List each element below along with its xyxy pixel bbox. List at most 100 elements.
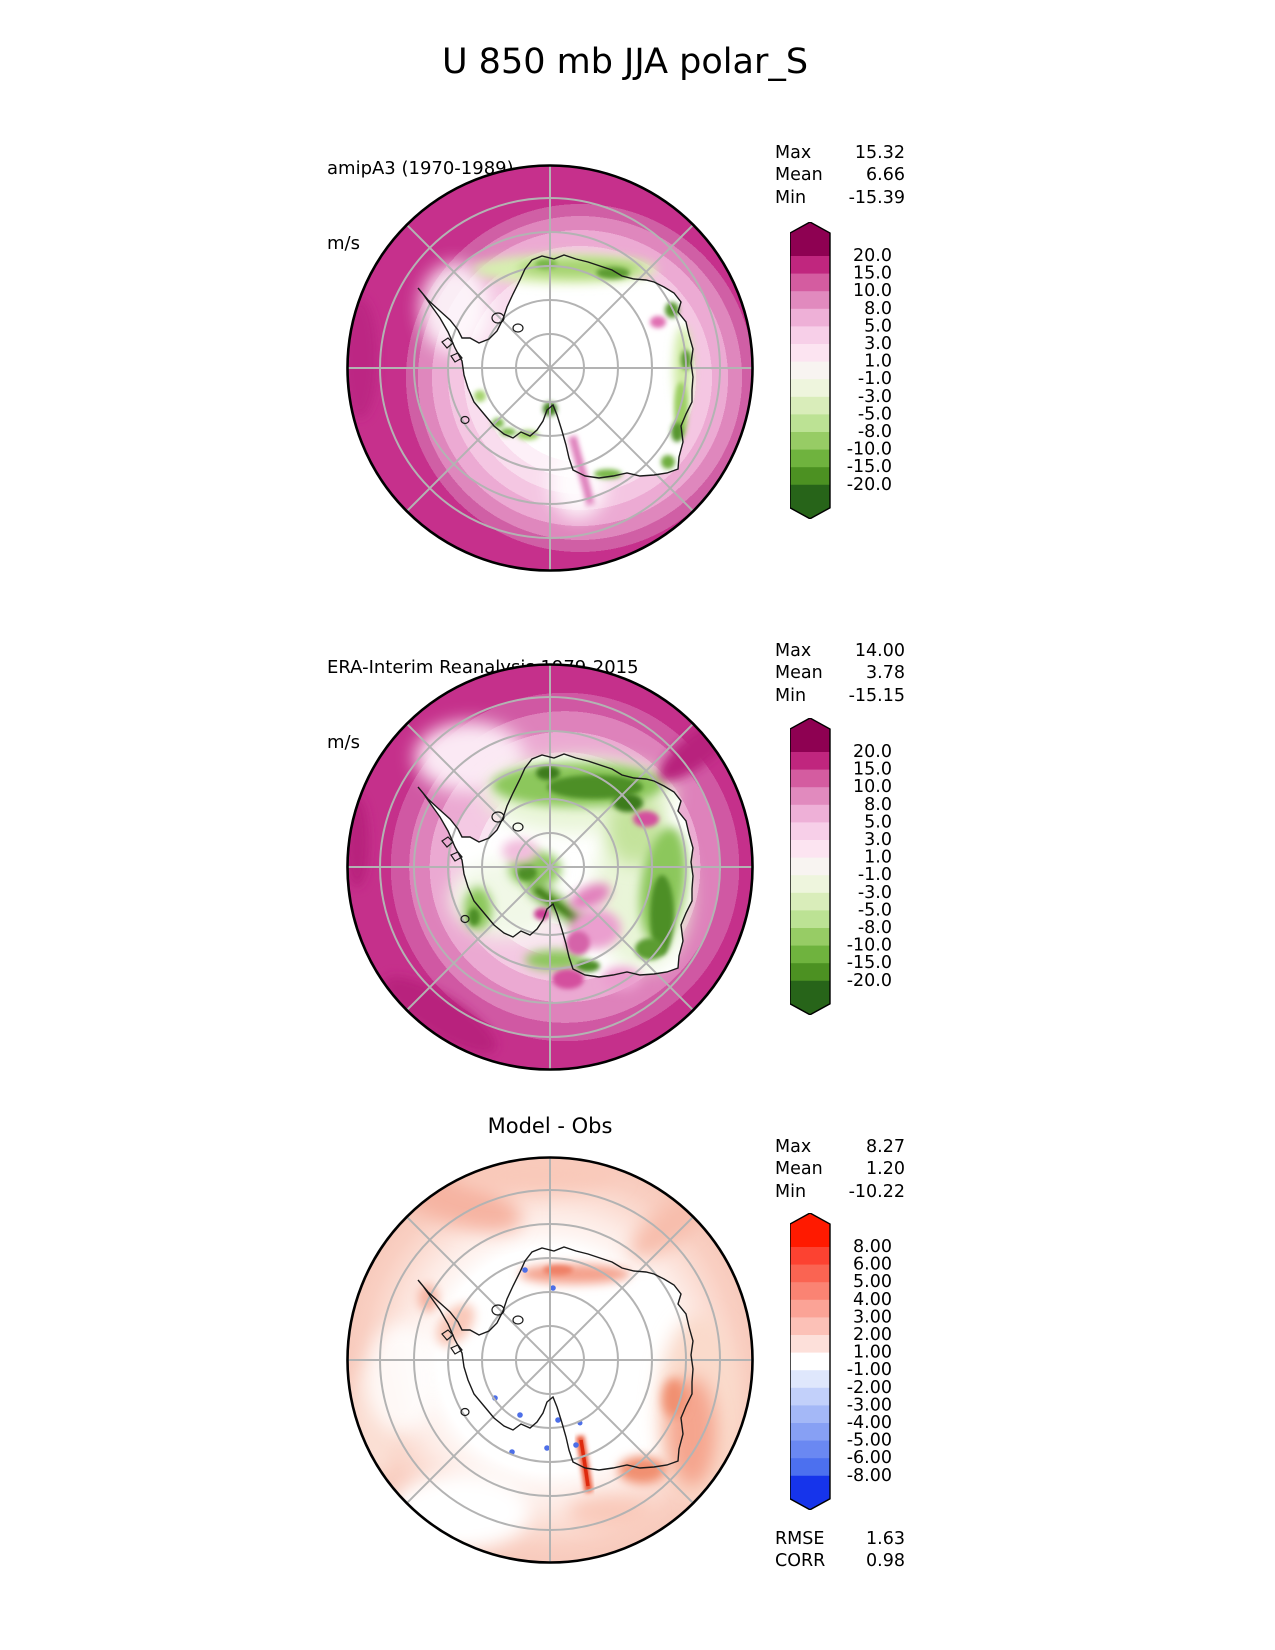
- colorbar-tick-label: 3.00: [853, 1307, 892, 1327]
- stat-label: Max: [775, 641, 812, 661]
- colorbar-tick-label: -5.00: [847, 1431, 892, 1451]
- stat-row: Max 15.32: [775, 142, 905, 164]
- colorbar-segment: [790, 1422, 831, 1442]
- stat-value: -15.15: [848, 685, 905, 706]
- stat-label: Mean: [775, 165, 823, 186]
- stat-value: 6.66: [866, 165, 905, 186]
- colorbar-arrow-top: [790, 1213, 831, 1247]
- colorbar-tick-label: 5.0: [864, 316, 892, 336]
- colorbar-segment: [790, 1458, 831, 1477]
- stat-value: 8.27: [866, 1137, 905, 1157]
- colorbar-tick-label: -15.0: [847, 457, 892, 477]
- colorbar-tick-label: 2.00: [853, 1325, 892, 1345]
- colorbar-tick-label: -5.0: [858, 900, 892, 920]
- map-model-field: [346, 164, 754, 572]
- stat-row: RMSE 1.63: [775, 1528, 905, 1550]
- colorbar-segment: [790, 839, 831, 859]
- colorbar-tick-label: 8.0: [864, 299, 892, 319]
- map-boundary: [346, 164, 754, 572]
- colorbar-segment: [790, 396, 831, 415]
- stat-row: Mean 3.78: [775, 662, 905, 684]
- colorbar-tick-label: -3.00: [847, 1395, 892, 1415]
- colorbar-arrow-bottom: [790, 484, 831, 519]
- colorbar-arrow-bottom: [790, 980, 831, 1015]
- map-difference: [346, 1156, 754, 1564]
- panel2-colorbar: 20.015.010.08.05.03.01.0-1.0-3.0-5.0-8.0…: [790, 718, 892, 1015]
- colorbar-tick-label: -2.00: [847, 1378, 892, 1398]
- colorbar-tick-label: -20.0: [847, 475, 892, 495]
- colorbar-tick-label: -8.0: [858, 918, 892, 938]
- colorbar-tick-label: 1.0: [864, 848, 892, 868]
- colorbar-tick-label: -5.0: [858, 404, 892, 424]
- colorbar-segment: [790, 892, 831, 911]
- colorbar-tick-label: -10.0: [847, 936, 892, 956]
- colorbar-segment: [790, 927, 831, 947]
- stat-label: Min: [775, 1181, 807, 1202]
- colorbar-tick-label: -8.00: [847, 1466, 892, 1486]
- colorbar-segment: [790, 449, 831, 468]
- colorbar-segment: [790, 273, 831, 292]
- stat-value: 14.00: [854, 641, 905, 661]
- colorbar-segment: [790, 431, 831, 451]
- map-model: [346, 164, 754, 572]
- stat-row: CORR 0.98: [775, 1550, 905, 1572]
- colorbar-tick-label: 20.0: [853, 246, 892, 266]
- stat-value: 0.98: [866, 1551, 905, 1572]
- colorbar-tick-label: 20.0: [853, 742, 892, 762]
- stat-row: Max 8.27: [775, 1136, 905, 1158]
- colorbar-tick-label: 8.0: [864, 795, 892, 815]
- colorbar-outline: [790, 222, 831, 519]
- panel2-stats: Max 14.00 Mean 3.78 Min -15.15: [775, 640, 905, 707]
- stat-label: CORR: [775, 1551, 826, 1572]
- colorbar-segment: [790, 1405, 831, 1424]
- panel1-stats: Max 15.32 Mean 6.66 Min -15.39: [775, 142, 905, 209]
- map-reference: [346, 663, 754, 1071]
- colorbar-segment: [790, 1387, 831, 1406]
- stat-row: Min -15.39: [775, 187, 905, 209]
- colorbar-tick-label: 1.00: [853, 1343, 892, 1363]
- stat-label: Min: [775, 187, 807, 208]
- colorbar-segment: [790, 291, 831, 310]
- colorbar-segment: [790, 255, 831, 275]
- panel1-title: amipA3 (1970-1989): [327, 158, 514, 179]
- colorbar-tick-label: -6.00: [847, 1448, 892, 1468]
- colorbar-tick-label: 4.00: [853, 1290, 892, 1310]
- stat-label: Mean: [775, 1159, 823, 1180]
- colorbar-segment: [790, 343, 831, 363]
- panel3-colorbar: 8.006.005.004.003.002.001.00-1.00-2.00-3…: [790, 1213, 892, 1510]
- stat-value: -15.39: [848, 187, 905, 208]
- colorbar-segment: [790, 1440, 831, 1459]
- colorbar-segment: [790, 361, 831, 380]
- panel2-units: m/s: [327, 732, 360, 753]
- map-boundary: [346, 663, 754, 1071]
- colorbar-segment: [790, 308, 831, 327]
- stat-label: Min: [775, 685, 807, 706]
- colorbar-outline: [790, 1213, 831, 1510]
- panel1-label: amipA3 (1970-1989) m/s: [327, 106, 514, 306]
- stat-value: 3.78: [866, 663, 905, 684]
- colorbar-tick-label: -4.00: [847, 1413, 892, 1433]
- colorbar-segment: [790, 1334, 831, 1354]
- colorbar-segment: [790, 467, 831, 486]
- page-title: U 850 mb JJA polar_S: [441, 42, 809, 82]
- colorbar-segment: [790, 1282, 831, 1301]
- colorbar-tick-label: 10.0: [853, 281, 892, 301]
- colorbar-segment: [790, 945, 831, 964]
- stat-value: -10.22: [848, 1181, 905, 1202]
- stat-row: Mean 1.20: [775, 1158, 905, 1180]
- colorbar-arrow-top: [790, 718, 831, 752]
- colorbar-segment: [790, 875, 831, 894]
- colorbar-segment: [790, 414, 831, 433]
- colorbar-segment: [790, 1370, 831, 1389]
- stat-row: Max 14.00: [775, 640, 905, 662]
- stat-row: Min -10.22: [775, 1181, 905, 1203]
- colorbar-segment: [790, 910, 831, 929]
- colorbar-tick-label: 5.00: [853, 1272, 892, 1292]
- colorbar-segment: [790, 822, 831, 841]
- stat-row: Mean 6.66: [775, 164, 905, 186]
- colorbar-segment: [790, 857, 831, 876]
- colorbar-tick-label: -1.00: [847, 1360, 892, 1380]
- colorbar-tick-label: 15.0: [853, 264, 892, 284]
- colorbar-segment: [790, 804, 831, 823]
